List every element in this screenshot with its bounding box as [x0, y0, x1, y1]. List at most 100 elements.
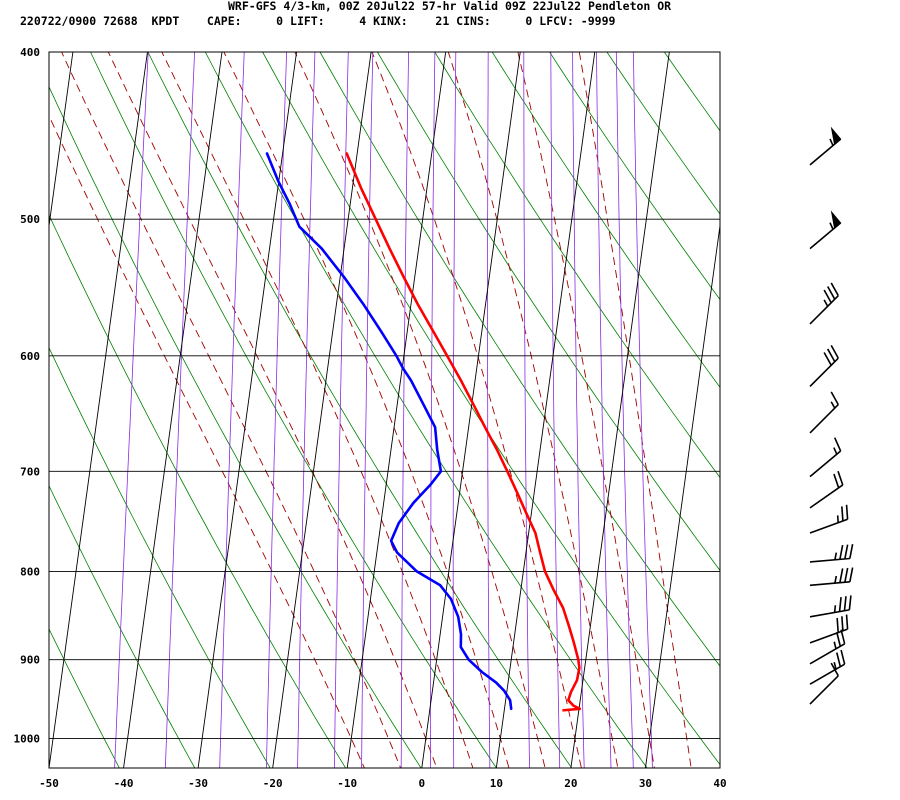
barb-full-flag: [841, 506, 844, 522]
moist-adiabat-line: [371, 52, 582, 768]
wind-barb: [809, 544, 854, 563]
barb-full-flag: [823, 352, 832, 366]
barb-pennant: [830, 210, 842, 229]
isotherm-line: [48, 51, 74, 226]
dry-adiabat-line: [808, 14, 900, 783]
mixing-ratio-line: [615, 52, 634, 768]
barb-full-flag: [835, 631, 842, 647]
dry-adiabat-line: [49, 85, 422, 768]
mixing-ratio-line: [487, 52, 491, 768]
mixing-ratio-line: [572, 52, 585, 768]
y-tick-label: 1000: [14, 733, 41, 746]
mixing-ratio-line: [333, 52, 349, 768]
wind-barb: [809, 649, 846, 685]
barb-shaft: [809, 484, 844, 509]
dry-adiabat-line: [864, 14, 900, 783]
dry-adiabat-line: [549, 52, 720, 301]
moist-adiabat-line: [161, 52, 474, 768]
mixing-ratio-lines: [114, 52, 653, 768]
wind-barb: [809, 391, 839, 434]
dry-adiabat-line: [751, 14, 900, 783]
moist-adiabat-line: [578, 52, 692, 768]
barb-half-flag: [833, 641, 837, 650]
dry-adiabat-line: [434, 52, 720, 479]
isotherm-line: [421, 51, 521, 769]
wind-barb: [809, 282, 839, 325]
x-tick-label: -40: [114, 777, 134, 790]
barb-shaft: [809, 404, 839, 434]
mixing-ratio-line: [452, 52, 457, 768]
wind-barb: [809, 210, 842, 250]
dry-adiabat-line: [491, 52, 720, 389]
dry-adiabat-line: [694, 14, 900, 783]
barb-full-flag: [845, 614, 849, 630]
wind-barb: [809, 470, 844, 509]
barb-full-flag: [839, 568, 844, 583]
barb-full-flag: [849, 544, 854, 559]
plot-grid: [48, 51, 721, 769]
barb-shaft: [809, 357, 839, 387]
y-tick-label: 800: [20, 565, 40, 578]
barb-half-flag: [833, 661, 837, 670]
mixing-ratio-line: [632, 52, 653, 768]
barb-full-flag: [838, 597, 842, 612]
wind-barb: [809, 437, 842, 478]
barb-full-flag: [833, 473, 840, 489]
barb-full-flag: [836, 617, 839, 633]
moist-adiabat-line: [107, 52, 438, 768]
y-tick-label: 500: [20, 213, 40, 226]
barb-half-flag: [830, 401, 836, 409]
barb-half-flag: [829, 138, 834, 146]
plot-frame: [48, 51, 721, 769]
x-tick-labels: -50 -40 -30 -20 -10 0 10 20 30 40: [39, 777, 727, 790]
mixing-ratio-line: [361, 52, 374, 768]
mixing-ratio-line: [114, 52, 149, 768]
x-tick-label: 20: [564, 777, 577, 790]
dry-adiabat-line: [147, 52, 573, 768]
barb-shaft: [809, 581, 850, 587]
barb-shaft: [809, 675, 839, 705]
y-tick-label: 900: [20, 654, 40, 667]
dry-adiabat-line: [319, 52, 720, 667]
barb-half-flag: [823, 299, 829, 307]
dry-adiabat-line: [49, 484, 196, 768]
wind-barb: [809, 614, 849, 644]
barb-half-flag: [829, 222, 834, 230]
barb-full-flag: [823, 289, 832, 304]
isotherm-line: [570, 51, 670, 769]
temperature-trace: [345, 152, 582, 711]
barb-full-flag: [840, 649, 846, 665]
barb-full-flag: [844, 544, 849, 560]
wind-barbs: [809, 126, 854, 705]
dry-adiabat-line: [663, 52, 720, 132]
y-tick-label: 700: [20, 465, 40, 478]
barb-shaft: [809, 518, 848, 534]
wind-barb: [809, 567, 854, 587]
dewpoint-trace: [265, 152, 513, 711]
wind-barb: [809, 126, 842, 166]
barb-half-flag: [836, 515, 839, 523]
wind-barb: [809, 595, 852, 618]
barb-full-flag: [839, 544, 844, 560]
moist-adiabat-line: [517, 52, 655, 768]
mixing-ratio-line: [596, 52, 612, 768]
isotherm-line: [197, 51, 298, 769]
barb-full-flag: [826, 348, 836, 363]
barb-full-flag: [826, 286, 836, 300]
x-tick-label: 10: [490, 777, 503, 790]
x-tick-label: 40: [713, 777, 726, 790]
mixing-ratio-line: [297, 52, 316, 768]
y-tick-labels: 400 500 600 700 800 900 1000: [14, 46, 41, 746]
isotherm-line: [48, 51, 148, 769]
mixing-ratio-line: [429, 52, 436, 768]
mixing-ratio-line: [523, 52, 531, 768]
x-tick-label: 30: [639, 777, 652, 790]
station-indices-line: 220722/0900 72688 KPDT CAPE: 0 LIFT: 4 K…: [20, 14, 616, 28]
barb-half-flag: [833, 605, 837, 613]
chart-title: WRF-GFS 4/3-km, 00Z 20Jul22 57-hr Valid …: [228, 0, 672, 13]
barb-shaft: [809, 295, 839, 325]
moist-adiabat-line: [223, 52, 510, 768]
barb-shaft: [809, 609, 850, 618]
mixing-ratio-line: [164, 52, 196, 768]
mixing-ratio-line: [400, 52, 410, 768]
